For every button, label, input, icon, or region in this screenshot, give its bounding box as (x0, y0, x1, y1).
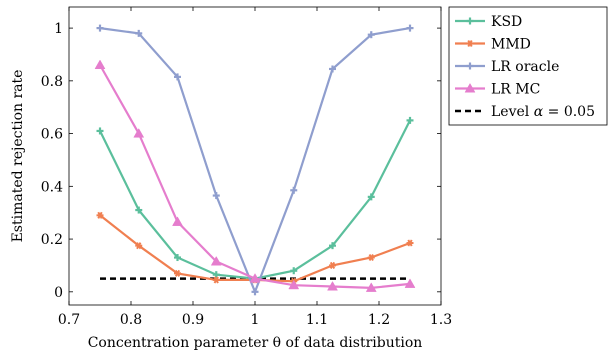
plot-frame (68, 6, 442, 306)
data-point-lr-oracle (406, 24, 414, 32)
y-tick-label: 0.2 (41, 232, 63, 248)
legend-label-lr-mc: LR MC (491, 82, 540, 98)
data-point-mmd (329, 261, 336, 269)
series-line-ksd (99, 119, 411, 280)
data-point-ksd (135, 206, 143, 214)
data-point-lr-oracle (96, 24, 104, 32)
x-tick-label: 0.7 (58, 312, 80, 328)
data-point-mmd-arm (213, 276, 219, 284)
legend-marker-ksd (466, 17, 474, 25)
y-axis-label: Estimated rejection rate (10, 70, 26, 243)
data-point-lr-mc (404, 278, 416, 288)
data-point-mmd (174, 269, 181, 277)
data-point-lr-mc (288, 279, 300, 290)
legend-marker-lr-oracle (466, 62, 474, 70)
data-point-mmd-arm (97, 211, 103, 219)
data-point-mmd-arm (136, 242, 142, 250)
data-point-mmd (212, 276, 220, 284)
data-point-ksd (96, 127, 104, 135)
data-point-lr-oracle (290, 186, 298, 194)
data-point-lr-oracle (329, 65, 336, 73)
data-point-mmd-arm (368, 253, 374, 262)
series-line-mmd (99, 214, 411, 283)
data-point-ksd (406, 116, 414, 124)
data-point-lr-oracle (251, 288, 259, 296)
legend-label-lr-oracle: LR oracle (491, 59, 559, 75)
y-tick-label: 0 (54, 285, 63, 301)
data-point-lr-mc (210, 255, 222, 266)
data-point-lr-mc (94, 59, 106, 70)
y-tick-label: 0.8 (41, 74, 63, 90)
x-tick-label: 1.3 (430, 312, 452, 328)
legend-marker-lr-mc (464, 82, 476, 93)
data-point-mmd (96, 211, 104, 219)
x-tick-label: 1.1 (306, 312, 328, 328)
legend: KSD MMD LR oracle LR MC Level α = 0.05 (448, 6, 608, 126)
legend-label-reference: Level α = 0.05 (491, 104, 595, 120)
x-tick-label: 0.9 (182, 312, 204, 328)
data-point-mmd-arm (329, 261, 336, 269)
legend-ref-value: = 0.05 (543, 104, 595, 120)
data-point-lr-mc (327, 281, 338, 291)
data-point-mmd (367, 253, 375, 262)
data-point-mmd-arm (174, 269, 181, 277)
data-point-lr-mc (249, 273, 261, 283)
data-point-lr-mc (133, 128, 145, 138)
legend-marker-mmd-arm (467, 39, 473, 48)
x-axis-label: Concentration parameter θ of data distri… (88, 335, 423, 351)
data-point-lr-mc (172, 216, 183, 226)
data-point-lr-oracle (174, 73, 181, 81)
x-tick-label: 1.2 (368, 312, 390, 328)
data-point-ksd (212, 271, 220, 279)
y-tick-label: 1 (54, 21, 63, 37)
y-tick-label: 0.6 (41, 127, 63, 143)
legend-label-ksd: KSD (491, 14, 522, 30)
y-tick-label: 0.4 (41, 179, 63, 195)
legend-label-mmd: MMD (491, 37, 531, 53)
data-point-ksd (290, 267, 298, 275)
data-point-ksd (174, 254, 181, 262)
data-point-mmd-arm (407, 239, 413, 247)
data-point-lr-mc (365, 282, 377, 292)
data-point-lr-oracle (135, 29, 143, 37)
plot-area: 0.7 0.8 0.9 1 1.1 1.2 1.3 0 0.2 0.4 0.6 0.8 1 (41, 6, 452, 328)
data-point-mmd (406, 239, 414, 247)
data-point-ksd (329, 242, 336, 250)
legend-marker-mmd (466, 39, 474, 48)
x-tick-label: 0.8 (120, 312, 142, 328)
data-point-lr-oracle (367, 31, 375, 39)
legend-ref-prefix: Level (491, 104, 534, 120)
data-point-lr-oracle (212, 192, 220, 200)
data-point-ksd (367, 193, 375, 201)
legend-ref-symbol: α (534, 104, 544, 120)
x-tick-label: 1 (251, 312, 260, 328)
data-point-mmd (135, 242, 143, 250)
series-line-lr-mc (99, 64, 411, 290)
